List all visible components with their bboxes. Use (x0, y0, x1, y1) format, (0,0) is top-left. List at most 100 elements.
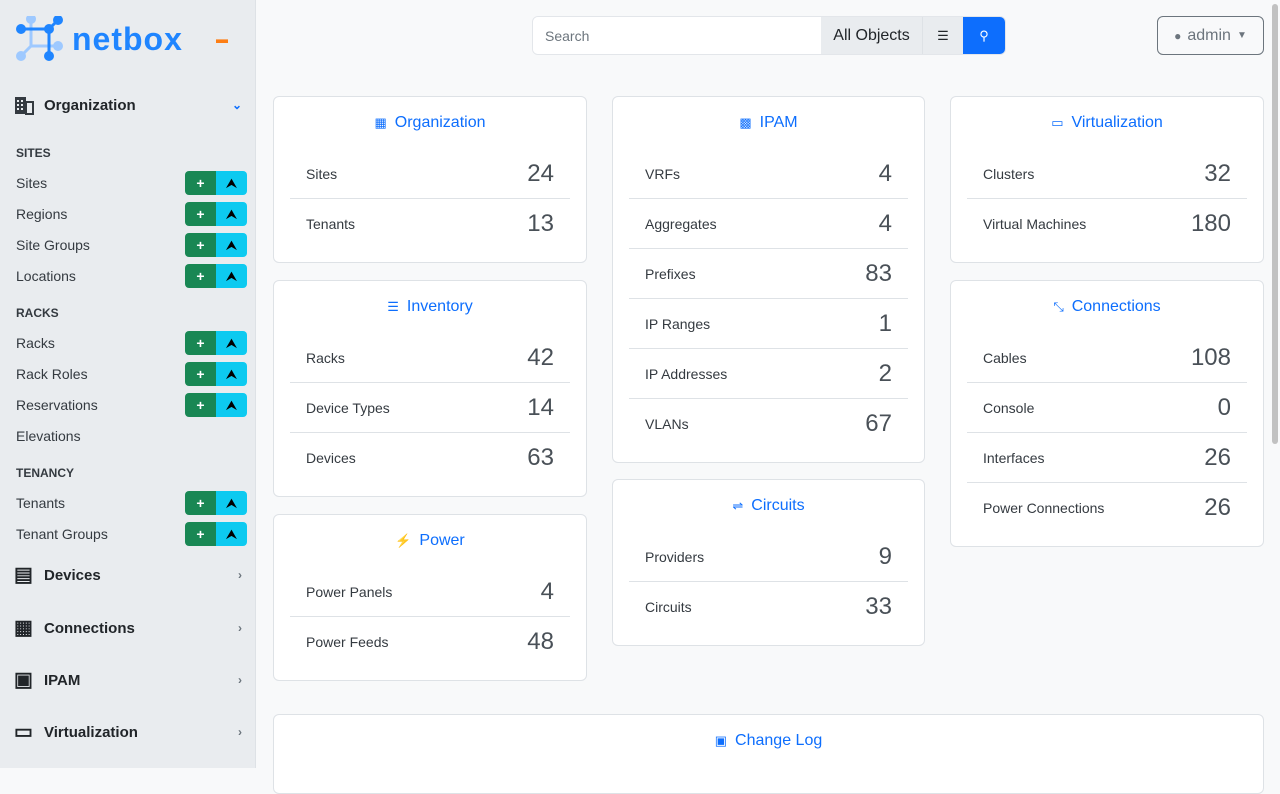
import-button[interactable]: ⮝ (216, 202, 247, 226)
stat-row[interactable]: Sites 24 (290, 149, 570, 199)
import-button[interactable]: ⮝ (216, 233, 247, 257)
stat-row[interactable]: Devices 63 (290, 433, 570, 483)
import-button[interactable]: ⮝ (216, 171, 247, 195)
add-button[interactable]: + (185, 393, 216, 417)
add-button[interactable]: + (185, 233, 216, 257)
sidebar-item-label: Regions (16, 206, 68, 222)
menu-ipam[interactable]: ▣ IPAM › (14, 670, 242, 690)
power-icon: ⚡ (395, 533, 412, 548)
stat-value: 24 (527, 159, 554, 187)
stat-label: Aggregates (645, 215, 717, 232)
circuits-icon: ⇌ (732, 498, 744, 513)
sidebar-item-locations[interactable]: Locations + ⮝ (16, 264, 247, 288)
add-button[interactable]: + (185, 522, 216, 546)
stat-row[interactable]: Virtual Machines 180 (967, 199, 1247, 249)
section-heading: RACKS (16, 306, 59, 320)
stat-row[interactable]: Tenants 13 (290, 199, 570, 249)
add-button[interactable]: + (185, 264, 216, 288)
stat-value: 4 (878, 209, 892, 237)
netbox-logo-icon (16, 16, 63, 61)
brand-name: netbox (72, 20, 183, 57)
import-button[interactable]: ⮝ (216, 393, 247, 417)
stat-row[interactable]: Device Types 14 (290, 383, 570, 433)
import-button[interactable]: ⮝ (216, 331, 247, 355)
menu-organization-label: Organization (44, 96, 136, 114)
user-name: admin (1187, 26, 1231, 44)
stat-row[interactable]: VRFs 4 (629, 149, 908, 199)
sidebar-item-label: Reservations (16, 397, 98, 413)
stat-label: Power Feeds (306, 634, 389, 650)
search-scope-select[interactable]: All Objects (821, 17, 923, 54)
stat-value: 83 (865, 259, 892, 287)
search-icon: ⚲ (979, 27, 989, 43)
stat-row[interactable]: Aggregates 4 (629, 199, 908, 249)
menu-label: Devices (44, 566, 101, 584)
card-title[interactable]: ▦ Organization (290, 97, 570, 149)
add-button[interactable]: + (185, 331, 216, 355)
menu-virtualization[interactable]: ▭ Virtualization › (14, 722, 242, 742)
user-menu-button[interactable]: ● admin ▼ (1157, 16, 1264, 55)
card-title[interactable]: ▣ Change Log (290, 715, 1247, 767)
virtualization-icon: ▭ (1051, 115, 1064, 130)
add-button[interactable]: + (185, 202, 216, 226)
stat-value: 180 (1190, 210, 1231, 237)
card-title[interactable]: ▩ IPAM (629, 97, 908, 149)
search-bar: All Objects ☰ ⚲ (532, 16, 1006, 55)
ipam-icon: ▩ (739, 115, 752, 130)
stat-row[interactable]: Cables 108 (967, 333, 1247, 383)
add-button[interactable]: + (185, 491, 216, 515)
stat-row[interactable]: IP Addresses 2 (629, 349, 908, 399)
search-input[interactable] (533, 17, 821, 54)
stat-row[interactable]: IP Ranges 1 (629, 299, 908, 349)
sidebar-item-racks[interactable]: Racks + ⮝ (16, 331, 247, 355)
stat-value: 42 (527, 343, 554, 371)
sidebar-item-reservations[interactable]: Reservations + ⮝ (16, 393, 247, 417)
sidebar-item-site-groups[interactable]: Site Groups + ⮝ (16, 233, 247, 257)
stat-row[interactable]: VLANs 67 (629, 399, 908, 449)
stat-row[interactable]: Prefixes 83 (629, 249, 908, 299)
sidebar-item-label: Tenants (16, 495, 66, 511)
sidebar-item-regions[interactable]: Regions + ⮝ (16, 202, 247, 226)
sidebar-item-tenant-groups[interactable]: Tenant Groups + ⮝ (16, 522, 247, 546)
menu-organization[interactable]: Organization ⌄ (14, 95, 242, 115)
add-button[interactable]: + (185, 362, 216, 386)
card-title[interactable]: ⇌ Circuits (629, 480, 908, 532)
stat-value: 33 (865, 593, 892, 620)
stat-row[interactable]: Providers 9 (629, 532, 908, 582)
menu-connections[interactable]: ▦ Connections › (14, 618, 242, 638)
import-button[interactable]: ⮝ (216, 491, 247, 515)
chevron-right-icon: › (238, 621, 242, 635)
stat-row[interactable]: Power Connections 26 (967, 483, 1247, 533)
card-title[interactable]: ⤡ Connections (967, 281, 1247, 333)
sidebar-item-label: Rack Roles (16, 366, 88, 382)
sidebar-item-sites[interactable]: Sites + ⮝ (16, 171, 247, 195)
stat-row[interactable]: Power Feeds 48 (290, 617, 570, 667)
card-title[interactable]: ☰ Inventory (290, 281, 570, 333)
stat-label: Sites (306, 165, 338, 182)
card-title[interactable]: ⚡ Power (290, 515, 570, 567)
sidebar-item-rack-roles[interactable]: Rack Roles + ⮝ (16, 362, 247, 386)
stat-row[interactable]: Interfaces 26 (967, 433, 1247, 483)
card-title-text: Inventory (406, 298, 473, 315)
menu-devices[interactable]: ▤ Devices › (14, 565, 242, 585)
card-title-text: Change Log (735, 732, 823, 749)
sidebar-item-elevations[interactable]: Elevations (16, 424, 247, 448)
stat-row[interactable]: Clusters 32 (967, 149, 1247, 199)
stat-row[interactable]: Power Panels 4 (290, 567, 570, 617)
sidebar-item-tenants[interactable]: Tenants + ⮝ (16, 491, 247, 515)
search-button[interactable]: ⚲ (963, 17, 1005, 54)
pin-icon[interactable]: ▬ (216, 32, 228, 46)
stat-row[interactable]: Console 0 (967, 383, 1247, 433)
netbox-logo[interactable]: netbox (16, 16, 183, 62)
stat-label: VLANs (645, 416, 689, 432)
add-button[interactable]: + (185, 171, 216, 195)
card-title[interactable]: ▭ Virtualization (967, 97, 1247, 149)
import-button[interactable]: ⮝ (216, 264, 247, 288)
import-button[interactable]: ⮝ (216, 362, 247, 386)
stat-row[interactable]: Circuits 33 (629, 582, 908, 632)
stat-row[interactable]: Racks 42 (290, 333, 570, 383)
import-button[interactable]: ⮝ (216, 522, 247, 546)
stat-value: 13 (527, 210, 554, 237)
filter-button[interactable]: ☰ (923, 17, 963, 54)
scrollbar[interactable] (1272, 4, 1278, 444)
